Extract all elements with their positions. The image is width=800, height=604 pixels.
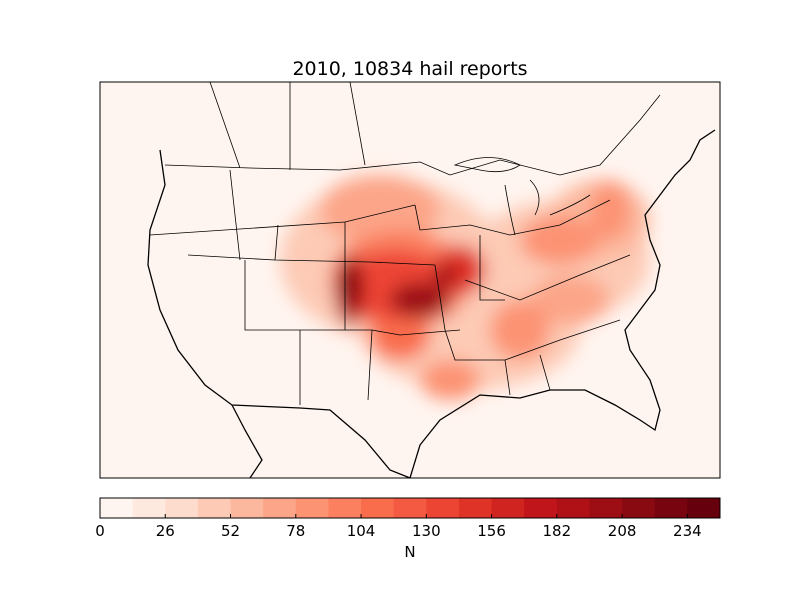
colorbar-cell xyxy=(165,498,199,518)
colorbar-tick-label: 130 xyxy=(412,522,441,540)
density-blob xyxy=(420,360,480,400)
map-title: 2010, 10834 hail reports xyxy=(292,58,527,80)
colorbar-cell xyxy=(263,498,297,518)
density-blob xyxy=(433,265,457,285)
hail-density xyxy=(280,175,650,400)
map-frame xyxy=(99,81,721,479)
state-lines xyxy=(149,169,631,405)
colorbar-tick-label: 26 xyxy=(156,522,175,540)
density-blob xyxy=(342,265,358,305)
colorbar-frame xyxy=(99,497,721,519)
colorbar-cell xyxy=(328,498,362,518)
colorbar-tick-label: 234 xyxy=(673,522,702,540)
density-blob xyxy=(320,175,440,245)
colorbar-cell xyxy=(100,498,134,518)
colorbar-tick-label: 104 xyxy=(347,522,376,540)
colorbar-cell xyxy=(393,498,427,518)
colorbar-cell xyxy=(132,498,166,518)
colorbar-cell xyxy=(295,498,329,518)
colorbar-tick-label: 0 xyxy=(95,522,105,540)
density-blob xyxy=(590,180,630,240)
colorbar-tick-label: 78 xyxy=(286,522,305,540)
colorbar: 0 26 52 78 104 130 156 182 208 234 xyxy=(95,497,721,540)
colorbar-cell xyxy=(197,498,232,518)
colorbar-tick-label: 156 xyxy=(477,522,506,540)
colorbar-cell xyxy=(491,498,525,518)
boundaries xyxy=(147,82,716,478)
colorbar-cell xyxy=(524,498,558,518)
coastline xyxy=(147,129,716,478)
colorbar-cell xyxy=(556,498,590,518)
colorbar-cell xyxy=(654,498,688,518)
map xyxy=(100,82,720,478)
colorbar-cell xyxy=(622,498,656,518)
density-blob xyxy=(490,300,550,360)
border xyxy=(164,82,661,176)
colorbar-cell xyxy=(361,498,395,518)
colorbar-cell xyxy=(426,498,460,518)
lakes xyxy=(453,157,591,236)
colorbar-tick-label: 208 xyxy=(608,522,637,540)
colorbar-cell xyxy=(458,498,493,518)
colorbar-tick-label: 182 xyxy=(543,522,572,540)
colorbar-cell xyxy=(687,498,721,518)
colorbar-label: N xyxy=(404,543,415,561)
colorbar-cell xyxy=(589,498,623,518)
colorbar-tick-label: 52 xyxy=(221,522,240,540)
density-blob xyxy=(390,282,450,318)
density-blob xyxy=(520,215,600,265)
colorbar-cell xyxy=(230,498,264,518)
